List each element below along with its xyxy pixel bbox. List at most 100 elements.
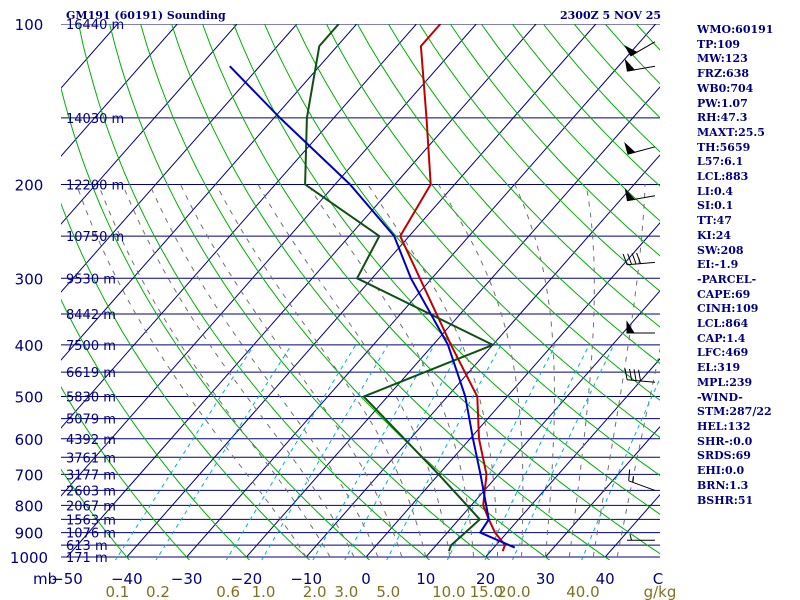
moist-adiabat-line — [307, 184, 475, 558]
isotherm-line — [61, 24, 477, 497]
isotherm-line — [186, 24, 657, 558]
wind-barb — [624, 58, 656, 72]
wind-barb-flag — [633, 369, 637, 381]
isotherm-line — [485, 358, 660, 558]
temperature-tick-label: −30 — [171, 570, 203, 588]
mixing-ratio-tick-label: 0.1 — [105, 583, 129, 600]
wind-barb-flag — [629, 368, 633, 381]
isotherm-line — [305, 154, 660, 558]
moist-adiabat-line — [215, 184, 427, 558]
index-item: LCL:883 — [697, 170, 749, 184]
index-item: TT:47 — [697, 214, 732, 228]
isotherm-line — [61, 24, 298, 293]
isotherm-line — [425, 290, 660, 558]
temperature-tick-label: −10 — [290, 570, 322, 588]
height-label: 7500 m — [66, 339, 116, 354]
wind-barb-half-flag — [632, 476, 635, 483]
index-item: EI:-1.9 — [697, 258, 739, 272]
wind-barb-flag — [622, 253, 628, 265]
background-lines — [61, 24, 660, 560]
mixing-ratio-line — [484, 344, 590, 560]
moist-adiabat-line — [592, 184, 646, 558]
wind-barb-pennant — [624, 58, 636, 72]
index-item: TP:109 — [697, 37, 741, 51]
dry-adiabat-line — [78, 24, 431, 560]
temperature-tick-label: 20 — [476, 570, 495, 588]
parcel-trace — [229, 65, 516, 549]
height-label: 12200 m — [66, 178, 124, 193]
pressure-tick-label: 100 — [15, 16, 44, 34]
mixing-ratio-tick-label: 10.0 — [432, 583, 465, 600]
wind-barb — [622, 252, 656, 266]
index-item: CAP:1.4 — [697, 331, 746, 345]
dry-adiabat-line — [140, 24, 551, 560]
index-item: TH:5659 — [697, 140, 751, 154]
index-item: CINH:109 — [697, 302, 759, 316]
temperature-tick-label: −50 — [51, 570, 83, 588]
isotherm-line — [246, 86, 660, 558]
dry-adiabat-line — [233, 24, 660, 515]
height-label: 1076 m — [66, 527, 116, 542]
index-item: SRDS:69 — [697, 449, 751, 463]
index-item: L57:6.1 — [697, 155, 744, 169]
wind-barb-pennant — [624, 141, 636, 155]
pressure-tick-label: 500 — [15, 389, 44, 407]
height-label: 5830 m — [66, 391, 116, 406]
wind-barb — [626, 320, 655, 334]
pressure-tick-label: 1000 — [10, 549, 48, 567]
index-item: KI:24 — [697, 228, 732, 242]
wind-barb-staff — [628, 480, 656, 491]
mixing-ratio-tick-label: 2.0 — [303, 583, 327, 600]
wind-barb-staff — [627, 261, 656, 266]
moist-adiabat-line — [76, 184, 307, 558]
mixing-ratio-tick-label: 40.0 — [566, 583, 599, 600]
mixing-ratio-tick-label: 15.0 — [470, 583, 503, 600]
wind-barbs — [622, 41, 656, 541]
wind-barb-flag — [628, 469, 631, 481]
stability-indices-list: WMO:60191 TP:109 MW:123 FRZ:638 WB0:704 PW:1.… — [697, 23, 773, 508]
isotherm-line — [126, 24, 597, 558]
dry-adiabat-line — [202, 24, 660, 555]
mixing-ratio-line — [511, 344, 615, 560]
dry-adiabat-line — [61, 385, 191, 560]
height-label: 2603 m — [66, 484, 116, 499]
height-label: 2067 m — [66, 499, 116, 514]
isotherm-line — [61, 24, 358, 361]
height-label: 3761 m — [66, 451, 116, 466]
index-item: -PARCEL- — [697, 272, 757, 286]
moist-adiabat-line — [616, 347, 660, 558]
wind-barb — [624, 141, 656, 155]
index-item: LCL:864 — [697, 317, 749, 331]
station-title: GM191 (60191) Sounding — [66, 9, 226, 22]
index-item: SI:0.1 — [697, 199, 734, 213]
dry-adiabat-line — [61, 468, 130, 560]
dry-adiabat-line — [61, 298, 251, 560]
index-item: MPL:239 — [697, 375, 753, 389]
moist-adiabat-line — [97, 184, 331, 558]
dry-adiabat-line — [356, 24, 660, 364]
mixing-ratio-line — [261, 344, 389, 560]
pressure-tick-label: 600 — [15, 431, 44, 449]
wind-barb-flag — [631, 253, 637, 265]
mixing-ratio-line — [386, 344, 502, 560]
wind-barb-flag — [627, 253, 633, 265]
dry-adiabat-line — [387, 24, 660, 328]
dry-adiabat-line — [61, 86, 371, 560]
mixing-ratio-tick-label: 0.6 — [216, 583, 240, 600]
index-item: HEL:132 — [697, 419, 751, 433]
index-item: BRN:1.3 — [697, 478, 749, 492]
index-item: EL:319 — [697, 361, 741, 375]
dry-adiabat-line — [109, 24, 491, 560]
mixing-ratio-line — [225, 344, 357, 560]
mixing-ratio-tick-label: 0.2 — [146, 583, 170, 600]
index-item: SW:208 — [697, 243, 744, 257]
index-item: BSHR:51 — [697, 493, 754, 507]
temperature-tick-label: −40 — [111, 570, 143, 588]
mixing-ratio-tick-label: 20.0 — [497, 583, 530, 600]
wind-barb — [624, 41, 656, 57]
dry-adiabat-line — [171, 24, 611, 560]
height-label: 613 m — [66, 539, 108, 554]
temperature-tick-label: 30 — [536, 570, 555, 588]
temperature-tick-label: 10 — [416, 570, 435, 588]
